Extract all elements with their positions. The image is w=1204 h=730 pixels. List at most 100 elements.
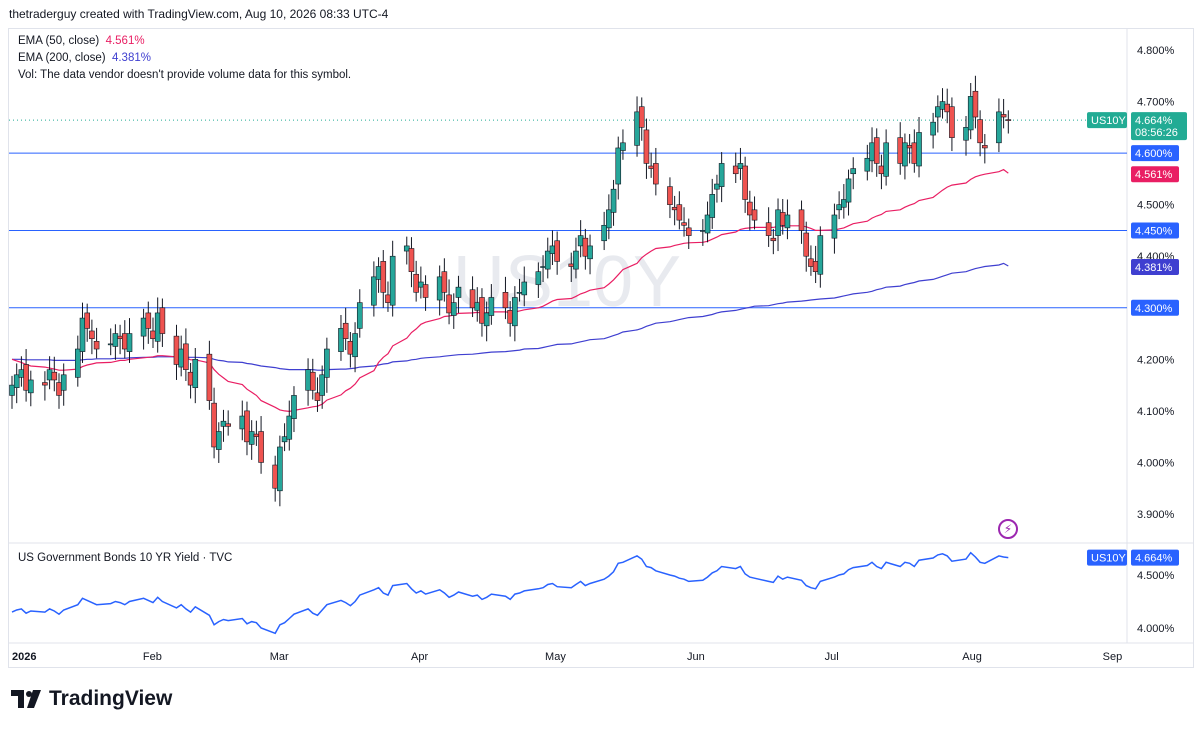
symbol-tag: US10Y (1091, 115, 1127, 127)
candle-body (897, 137, 904, 164)
candle-body (258, 431, 264, 463)
candle-body (967, 96, 974, 131)
candle-body (700, 230, 706, 232)
candle-body (798, 209, 805, 231)
candle-body (883, 142, 889, 177)
candle-body (107, 343, 114, 346)
candle-body (469, 289, 476, 309)
candle-body (84, 312, 90, 329)
candle-body (305, 369, 311, 391)
ema200-label: EMA (200, close) (18, 52, 106, 64)
ema50-label: EMA (50, close) (18, 35, 100, 47)
candle-body (714, 183, 720, 190)
candle-body (211, 402, 217, 448)
candle-body (540, 266, 546, 268)
candle-body (244, 410, 250, 443)
x-tick-label: Mar (270, 651, 289, 663)
candle-body (225, 423, 231, 427)
candle-body (742, 165, 748, 200)
ema200-tag-bg (1131, 259, 1179, 276)
candle-body (112, 333, 119, 347)
ema50-tag: 4.561% (1135, 169, 1173, 181)
candle-body (488, 297, 495, 316)
legend-ema50[interactable]: EMA (50, close) 4.561% (18, 35, 145, 47)
candle-body (873, 137, 880, 164)
candle-body (779, 212, 786, 226)
candle-body (356, 302, 363, 329)
candle-body (239, 415, 246, 430)
candle-body (121, 333, 128, 350)
candle-body (436, 276, 443, 301)
y-tick-label: 4.000% (1137, 457, 1175, 469)
candle-body (338, 328, 344, 352)
candle-body (455, 286, 462, 298)
candle-body (737, 163, 744, 169)
candle-body (812, 261, 819, 272)
candle-body (803, 232, 810, 257)
candle-body (23, 364, 29, 391)
candle-body (775, 209, 781, 236)
y-tick-label: 4.200% (1137, 354, 1175, 366)
candle-body (869, 142, 875, 162)
y-tick-label: 3.900% (1137, 509, 1175, 521)
candle-body (765, 222, 772, 236)
ema50-value: 4.561% (105, 35, 145, 47)
y-tick-label: 4.500% (1137, 200, 1175, 212)
candle-body (718, 163, 725, 187)
x-tick-label: 2026 (12, 651, 36, 663)
x-tick-label: Apr (411, 651, 428, 663)
candle-body (906, 145, 913, 149)
candle-body (671, 206, 678, 211)
candle-body (385, 294, 391, 303)
candle-body (324, 348, 330, 378)
hline-tag-4450: 4.450% (1135, 225, 1173, 237)
candle-body (277, 446, 283, 492)
candle-body (1000, 114, 1007, 118)
tradingview-logo[interactable]: TradingView (11, 687, 172, 711)
candle-body (535, 271, 542, 285)
candle-body (911, 142, 918, 164)
lightning-icon[interactable]: ⚡ (998, 519, 1018, 539)
candle-body (380, 261, 387, 293)
candle-body (709, 194, 716, 218)
candle-body (512, 297, 518, 327)
candle-body (126, 333, 133, 352)
subpane-title[interactable]: US Government Bonds 10 YR Yield · TVC (18, 552, 233, 564)
ema200-value: 4.381% (111, 52, 151, 64)
candle-body (568, 263, 575, 267)
candle-body (314, 392, 321, 401)
candle-body (159, 307, 166, 334)
y-tick-label: 4.700% (1137, 97, 1175, 109)
subpane-symbol-tag: US10Y (1091, 553, 1127, 565)
subpane-symbol-tag-bg (1087, 549, 1127, 566)
candle-body (836, 204, 842, 211)
candle-body (747, 201, 753, 216)
candle-body (450, 302, 457, 316)
candle-body (413, 273, 419, 293)
legend-volume-note: Vol: The data vendor doesn't provide vol… (18, 69, 352, 81)
candle-body (206, 353, 213, 401)
candle-body (685, 227, 692, 236)
candle-body (9, 384, 15, 396)
candle-body (573, 250, 579, 270)
candle-body (507, 310, 513, 324)
candle-body (935, 106, 941, 118)
candle-body (187, 371, 194, 386)
candle-body (13, 374, 20, 388)
candle-body (215, 431, 222, 450)
legend-ema200[interactable]: EMA (200, close) 4.381% (18, 52, 151, 64)
y-tick-label: 4.100% (1137, 406, 1175, 418)
candle-body (544, 250, 551, 270)
candle-body (681, 222, 687, 226)
tv-logo-icon (11, 690, 41, 708)
candle-body (42, 382, 48, 386)
candle-body (516, 292, 523, 294)
candle-body (944, 103, 951, 113)
hline-tag-4600: 4.600% (1135, 148, 1173, 160)
candle-body (375, 266, 382, 280)
chart-frame (8, 28, 1194, 668)
x-tick-label: Feb (143, 651, 162, 663)
subpane-last-tag-bg (1131, 549, 1179, 566)
candle-body (483, 312, 490, 327)
